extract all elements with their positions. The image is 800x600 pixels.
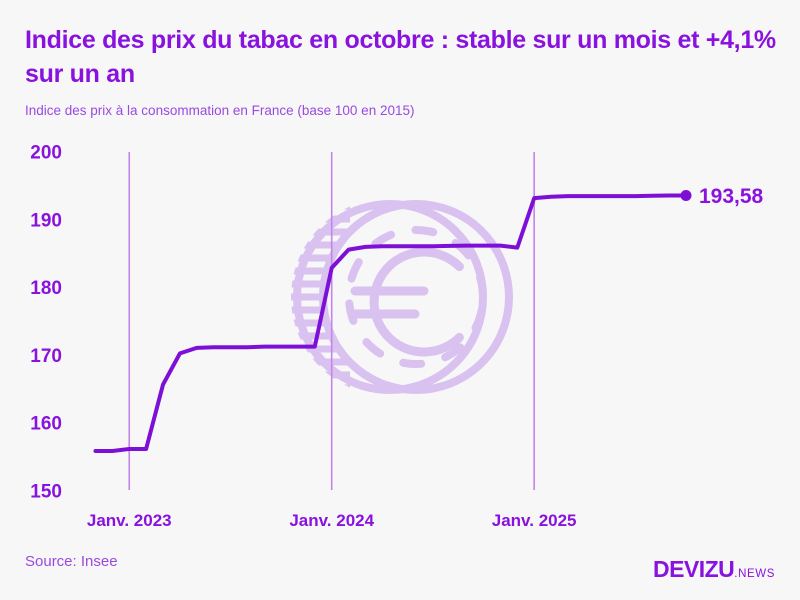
y-tick-label: 180	[30, 278, 62, 299]
brand-name: DEVIZU	[652, 556, 735, 582]
latest-value-label: 193,58	[699, 185, 764, 208]
coin-edge-hatching	[280, 202, 350, 392]
chart-subtitle: Indice des prix à la consommation en Fra…	[25, 103, 415, 118]
source-note: Source: Insee	[25, 553, 118, 570]
brand-logo: DEVIZU.NEWS	[653, 556, 775, 583]
page-title: Indice des prix du tabac en octobre : st…	[25, 26, 776, 88]
y-axis-tick-labels: 200 190 180 170 160 150	[30, 143, 62, 503]
y-tick-label: 160	[30, 414, 62, 435]
y-tick-label: 150	[30, 482, 62, 503]
x-tick-label: Janv. 2025	[492, 511, 577, 530]
x-axis-tick-labels: Janv. 2023 Janv. 2024 Janv. 2025	[87, 511, 577, 530]
coin-face-rim	[319, 200, 513, 394]
x-gridlines	[128, 152, 535, 490]
euro-coin-watermark-icon	[280, 200, 513, 394]
x-tick-label: Janv. 2023	[87, 511, 172, 530]
y-tick-label: 200	[30, 143, 62, 164]
price-index-line	[93, 193, 688, 453]
brand-suffix: .NEWS	[734, 568, 775, 580]
x-tick-label: Janv. 2024	[289, 511, 374, 530]
y-tick-label: 170	[30, 346, 62, 367]
euro-symbol-icon	[350, 247, 464, 357]
line-end-dot	[680, 190, 692, 202]
y-tick-label: 190	[30, 210, 62, 231]
coin-inner-dashed-ring	[345, 226, 487, 368]
